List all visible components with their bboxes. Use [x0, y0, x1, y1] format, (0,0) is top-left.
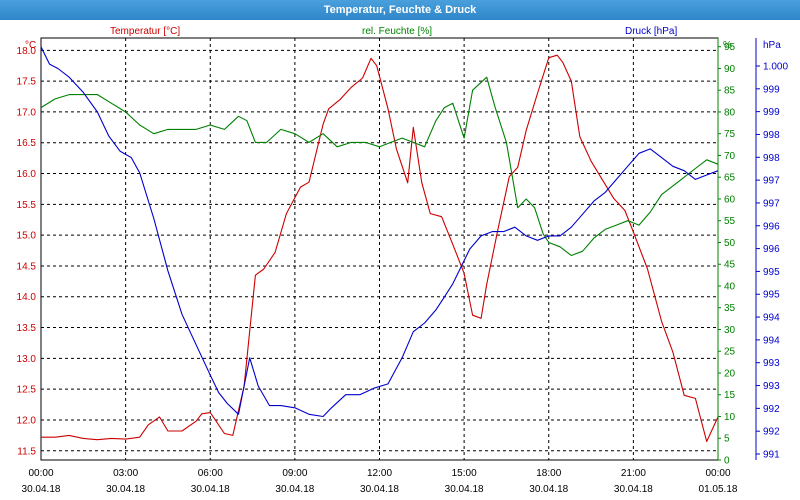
pressure-tick-label: 998: [763, 130, 780, 141]
humidity-tick-label: 75: [724, 129, 736, 140]
pressure-tick-label: 993: [763, 358, 780, 369]
humidity-tick-label: 30: [724, 325, 736, 336]
temperature-tick-label: 13.0: [17, 354, 37, 365]
grid: [41, 38, 718, 460]
temperature-tick-label: 16.0: [17, 169, 37, 180]
humidity-tick-label: 50: [724, 238, 736, 249]
pressure-tick-label: 993: [763, 381, 780, 392]
pressure-tick-label: 999: [763, 84, 780, 95]
humidity-tick-label: 90: [724, 64, 736, 75]
pressure-tick-label: 998: [763, 153, 780, 164]
x-tick-date: 30.04.18: [106, 484, 145, 495]
pressure-tick-label: 994: [763, 313, 780, 324]
humidity-tick-label: 10: [724, 412, 736, 423]
humidity-tick-label: 40: [724, 281, 736, 292]
humidity-tick-label: 20: [724, 368, 736, 379]
x-tick-date: 30.04.18: [529, 484, 568, 495]
temperature-tick-label: 17.5: [17, 77, 37, 88]
pressure-tick-label: 996: [763, 244, 780, 255]
humidity-tick-label: 25: [724, 347, 736, 358]
humidity-tick-label: 80: [724, 107, 736, 118]
temperature-unit: °C: [25, 40, 36, 51]
x-tick-time: 06:00: [198, 468, 223, 479]
temperature-tick-label: 15.5: [17, 200, 37, 211]
x-tick-date: 30.04.18: [360, 484, 399, 495]
x-tick-time: 18:00: [536, 468, 561, 479]
temperature-tick-label: 12.0: [17, 415, 37, 426]
x-tick-time: 15:00: [452, 468, 477, 479]
temperature-tick-label: 16.5: [17, 138, 37, 149]
x-tick-date: 30.04.18: [191, 484, 230, 495]
x-tick-date: 30.04.18: [275, 484, 314, 495]
humidity-axis-label: rel. Feuchte [%]: [362, 26, 432, 37]
x-tick-time: 00:00: [28, 468, 53, 479]
humidity-tick-label: 5: [724, 434, 730, 445]
x-tick-time: 00:00: [705, 468, 730, 479]
humidity-tick-label: 70: [724, 151, 736, 162]
tick-labels: 00:00 30.04.18 03:00 30.04.18 06:00 30.04.18 0…: [17, 42, 789, 495]
pressure-axis-label: Druck [hPa]: [625, 26, 677, 37]
pressure-tick-label: 991: [763, 450, 780, 461]
humidity-unit: %: [723, 40, 732, 51]
temperature-tick-label: 11.5: [17, 446, 36, 457]
temperature-tick-label: 14.5: [17, 261, 37, 272]
temperature-tick-label: 12.5: [17, 385, 37, 396]
humidity-tick-label: 60: [724, 194, 736, 205]
x-tick-date: 30.04.18: [22, 484, 61, 495]
x-tick-time: 09:00: [282, 468, 307, 479]
humidity-series-line: [40, 76, 719, 257]
pressure-tick-label: 1.000: [763, 62, 788, 73]
temperature-tick-label: 14.0: [17, 292, 37, 303]
pressure-tick-label: 997: [763, 176, 780, 187]
x-tick-time: 03:00: [113, 468, 138, 479]
humidity-tick-label: 0: [724, 456, 730, 467]
window-title: Temperatur, Feuchte & Druck: [0, 0, 800, 20]
pressure-tick-label: 997: [763, 198, 780, 209]
chart: 00:00 30.04.18 03:00 30.04.18 06:00 30.04.18 0…: [17, 26, 789, 495]
humidity-tick-label: 95: [724, 42, 736, 53]
pressure-tick-label: 992: [763, 427, 780, 438]
humidity-tick-label: 15: [724, 390, 736, 401]
humidity-tick-label: 85: [724, 86, 736, 97]
x-tick-time: 12:00: [367, 468, 392, 479]
pressure-unit: hPa: [763, 40, 781, 51]
temperature-tick-label: 13.5: [17, 323, 37, 334]
humidity-tick-label: 55: [724, 216, 736, 227]
pressure-tick-label: 995: [763, 290, 780, 301]
x-tick-time: 21:00: [621, 468, 646, 479]
pressure-tick-label: 995: [763, 267, 780, 278]
humidity-tick-label: 65: [724, 173, 736, 184]
pressure-tick-label: 996: [763, 221, 780, 232]
x-tick-date: 01.05.18: [699, 484, 738, 495]
pressure-tick-label: 994: [763, 335, 780, 346]
series-layer: [40, 46, 719, 443]
temperature-series-line: [41, 54, 719, 443]
temperature-tick-label: 15.0: [17, 231, 37, 242]
temperature-tick-label: 17.0: [17, 107, 37, 118]
pressure-tick-label: 999: [763, 107, 780, 118]
temperature-tick-label: 18.0: [17, 46, 37, 57]
humidity-tick-label: 45: [724, 260, 736, 271]
pressure-tick-label: 992: [763, 404, 780, 415]
x-tick-date: 30.04.18: [614, 484, 653, 495]
temperature-axis-label: Temperatur [°C]: [110, 26, 180, 37]
x-tick-date: 30.04.18: [445, 484, 484, 495]
pressure-series-line: [40, 46, 719, 418]
humidity-tick-label: 35: [724, 303, 736, 314]
